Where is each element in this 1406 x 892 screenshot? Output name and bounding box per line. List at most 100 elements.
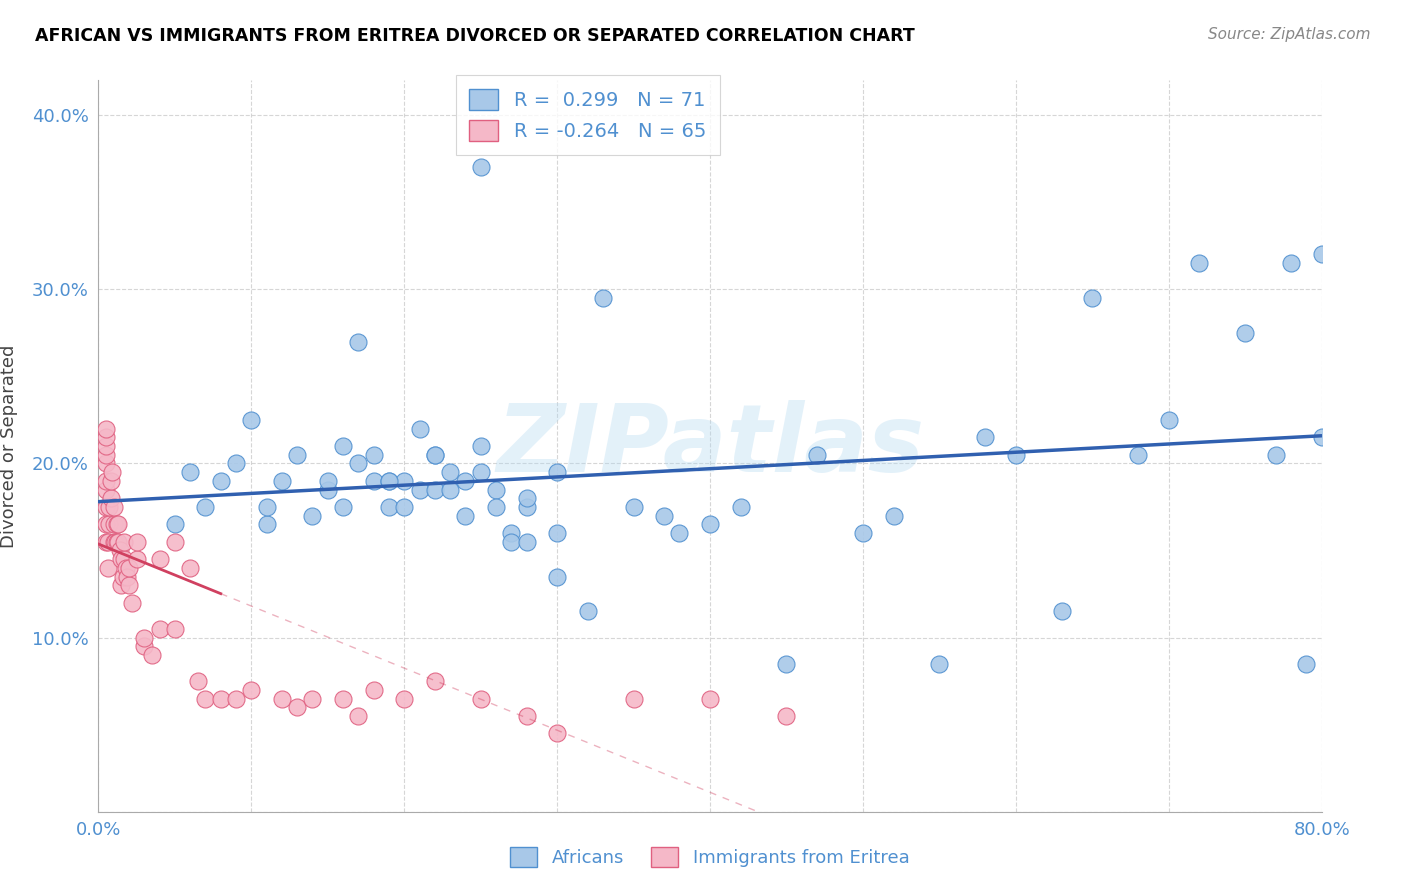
Point bbox=[392, 500, 416, 514]
Point bbox=[470, 465, 492, 479]
Point bbox=[516, 534, 538, 549]
Text: Source: ZipAtlas.com: Source: ZipAtlas.com bbox=[1208, 27, 1371, 42]
Point bbox=[100, 491, 122, 506]
Point bbox=[285, 448, 308, 462]
Point bbox=[194, 500, 217, 514]
Point bbox=[110, 578, 132, 592]
Point bbox=[1264, 448, 1286, 462]
Point bbox=[98, 500, 121, 514]
Point bbox=[423, 674, 446, 689]
Point bbox=[501, 534, 523, 549]
Point bbox=[928, 657, 950, 671]
Point bbox=[546, 569, 568, 583]
Point bbox=[103, 517, 125, 532]
Point bbox=[103, 534, 125, 549]
Point bbox=[107, 534, 129, 549]
Y-axis label: Divorced or Separated: Divorced or Separated bbox=[0, 344, 18, 548]
Point bbox=[301, 508, 323, 523]
Point bbox=[883, 508, 905, 523]
Point bbox=[1050, 604, 1073, 618]
Point bbox=[134, 631, 156, 645]
Point bbox=[392, 691, 416, 706]
Point bbox=[270, 474, 292, 488]
Point bbox=[94, 448, 117, 462]
Point bbox=[240, 682, 263, 697]
Point bbox=[470, 691, 492, 706]
Point bbox=[179, 465, 201, 479]
Point bbox=[423, 448, 446, 462]
Point bbox=[94, 430, 117, 444]
Point bbox=[974, 430, 997, 444]
Point bbox=[485, 483, 508, 497]
Point bbox=[270, 691, 292, 706]
Point bbox=[516, 709, 538, 723]
Point bbox=[408, 421, 430, 435]
Point bbox=[439, 483, 461, 497]
Point bbox=[240, 413, 263, 427]
Point bbox=[623, 500, 645, 514]
Point bbox=[1310, 247, 1333, 261]
Point bbox=[94, 517, 117, 532]
Point bbox=[256, 500, 278, 514]
Point bbox=[225, 457, 247, 471]
Point bbox=[363, 448, 385, 462]
Point bbox=[225, 691, 247, 706]
Point bbox=[454, 474, 477, 488]
Point bbox=[105, 534, 128, 549]
Point bbox=[347, 334, 370, 349]
Point bbox=[285, 700, 308, 714]
Point bbox=[423, 448, 446, 462]
Point bbox=[97, 534, 120, 549]
Point bbox=[125, 534, 148, 549]
Point bbox=[194, 691, 217, 706]
Point bbox=[775, 657, 797, 671]
Point bbox=[730, 500, 752, 514]
Point bbox=[117, 569, 139, 583]
Point bbox=[94, 474, 117, 488]
Point bbox=[209, 474, 232, 488]
Point bbox=[546, 465, 568, 479]
Point bbox=[115, 561, 138, 575]
Point bbox=[134, 640, 156, 654]
Point bbox=[623, 691, 645, 706]
Point bbox=[1157, 413, 1180, 427]
Point bbox=[1188, 256, 1211, 270]
Point bbox=[118, 561, 141, 575]
Point bbox=[516, 491, 538, 506]
Point bbox=[256, 517, 278, 532]
Point bbox=[149, 552, 172, 566]
Point bbox=[363, 682, 385, 697]
Point bbox=[121, 596, 143, 610]
Point bbox=[454, 508, 477, 523]
Point bbox=[94, 534, 117, 549]
Point bbox=[546, 726, 568, 740]
Point bbox=[108, 543, 131, 558]
Point bbox=[301, 691, 323, 706]
Point bbox=[1081, 291, 1104, 305]
Point bbox=[363, 474, 385, 488]
Point bbox=[104, 534, 127, 549]
Point bbox=[179, 561, 201, 575]
Point bbox=[470, 439, 492, 453]
Point bbox=[101, 465, 124, 479]
Point bbox=[652, 508, 675, 523]
Point bbox=[97, 561, 120, 575]
Point bbox=[332, 500, 354, 514]
Point bbox=[112, 534, 135, 549]
Point bbox=[118, 578, 141, 592]
Point bbox=[316, 483, 339, 497]
Point bbox=[163, 622, 186, 636]
Text: AFRICAN VS IMMIGRANTS FROM ERITREA DIVORCED OR SEPARATED CORRELATION CHART: AFRICAN VS IMMIGRANTS FROM ERITREA DIVOR… bbox=[35, 27, 915, 45]
Point bbox=[98, 517, 121, 532]
Point bbox=[1234, 326, 1257, 340]
Point bbox=[546, 526, 568, 541]
Point bbox=[100, 474, 122, 488]
Point bbox=[775, 709, 797, 723]
Point bbox=[111, 569, 134, 583]
Text: ZIPatlas: ZIPatlas bbox=[496, 400, 924, 492]
Point bbox=[408, 483, 430, 497]
Point bbox=[1279, 256, 1302, 270]
Point bbox=[112, 552, 135, 566]
Point bbox=[852, 526, 875, 541]
Point bbox=[94, 500, 117, 514]
